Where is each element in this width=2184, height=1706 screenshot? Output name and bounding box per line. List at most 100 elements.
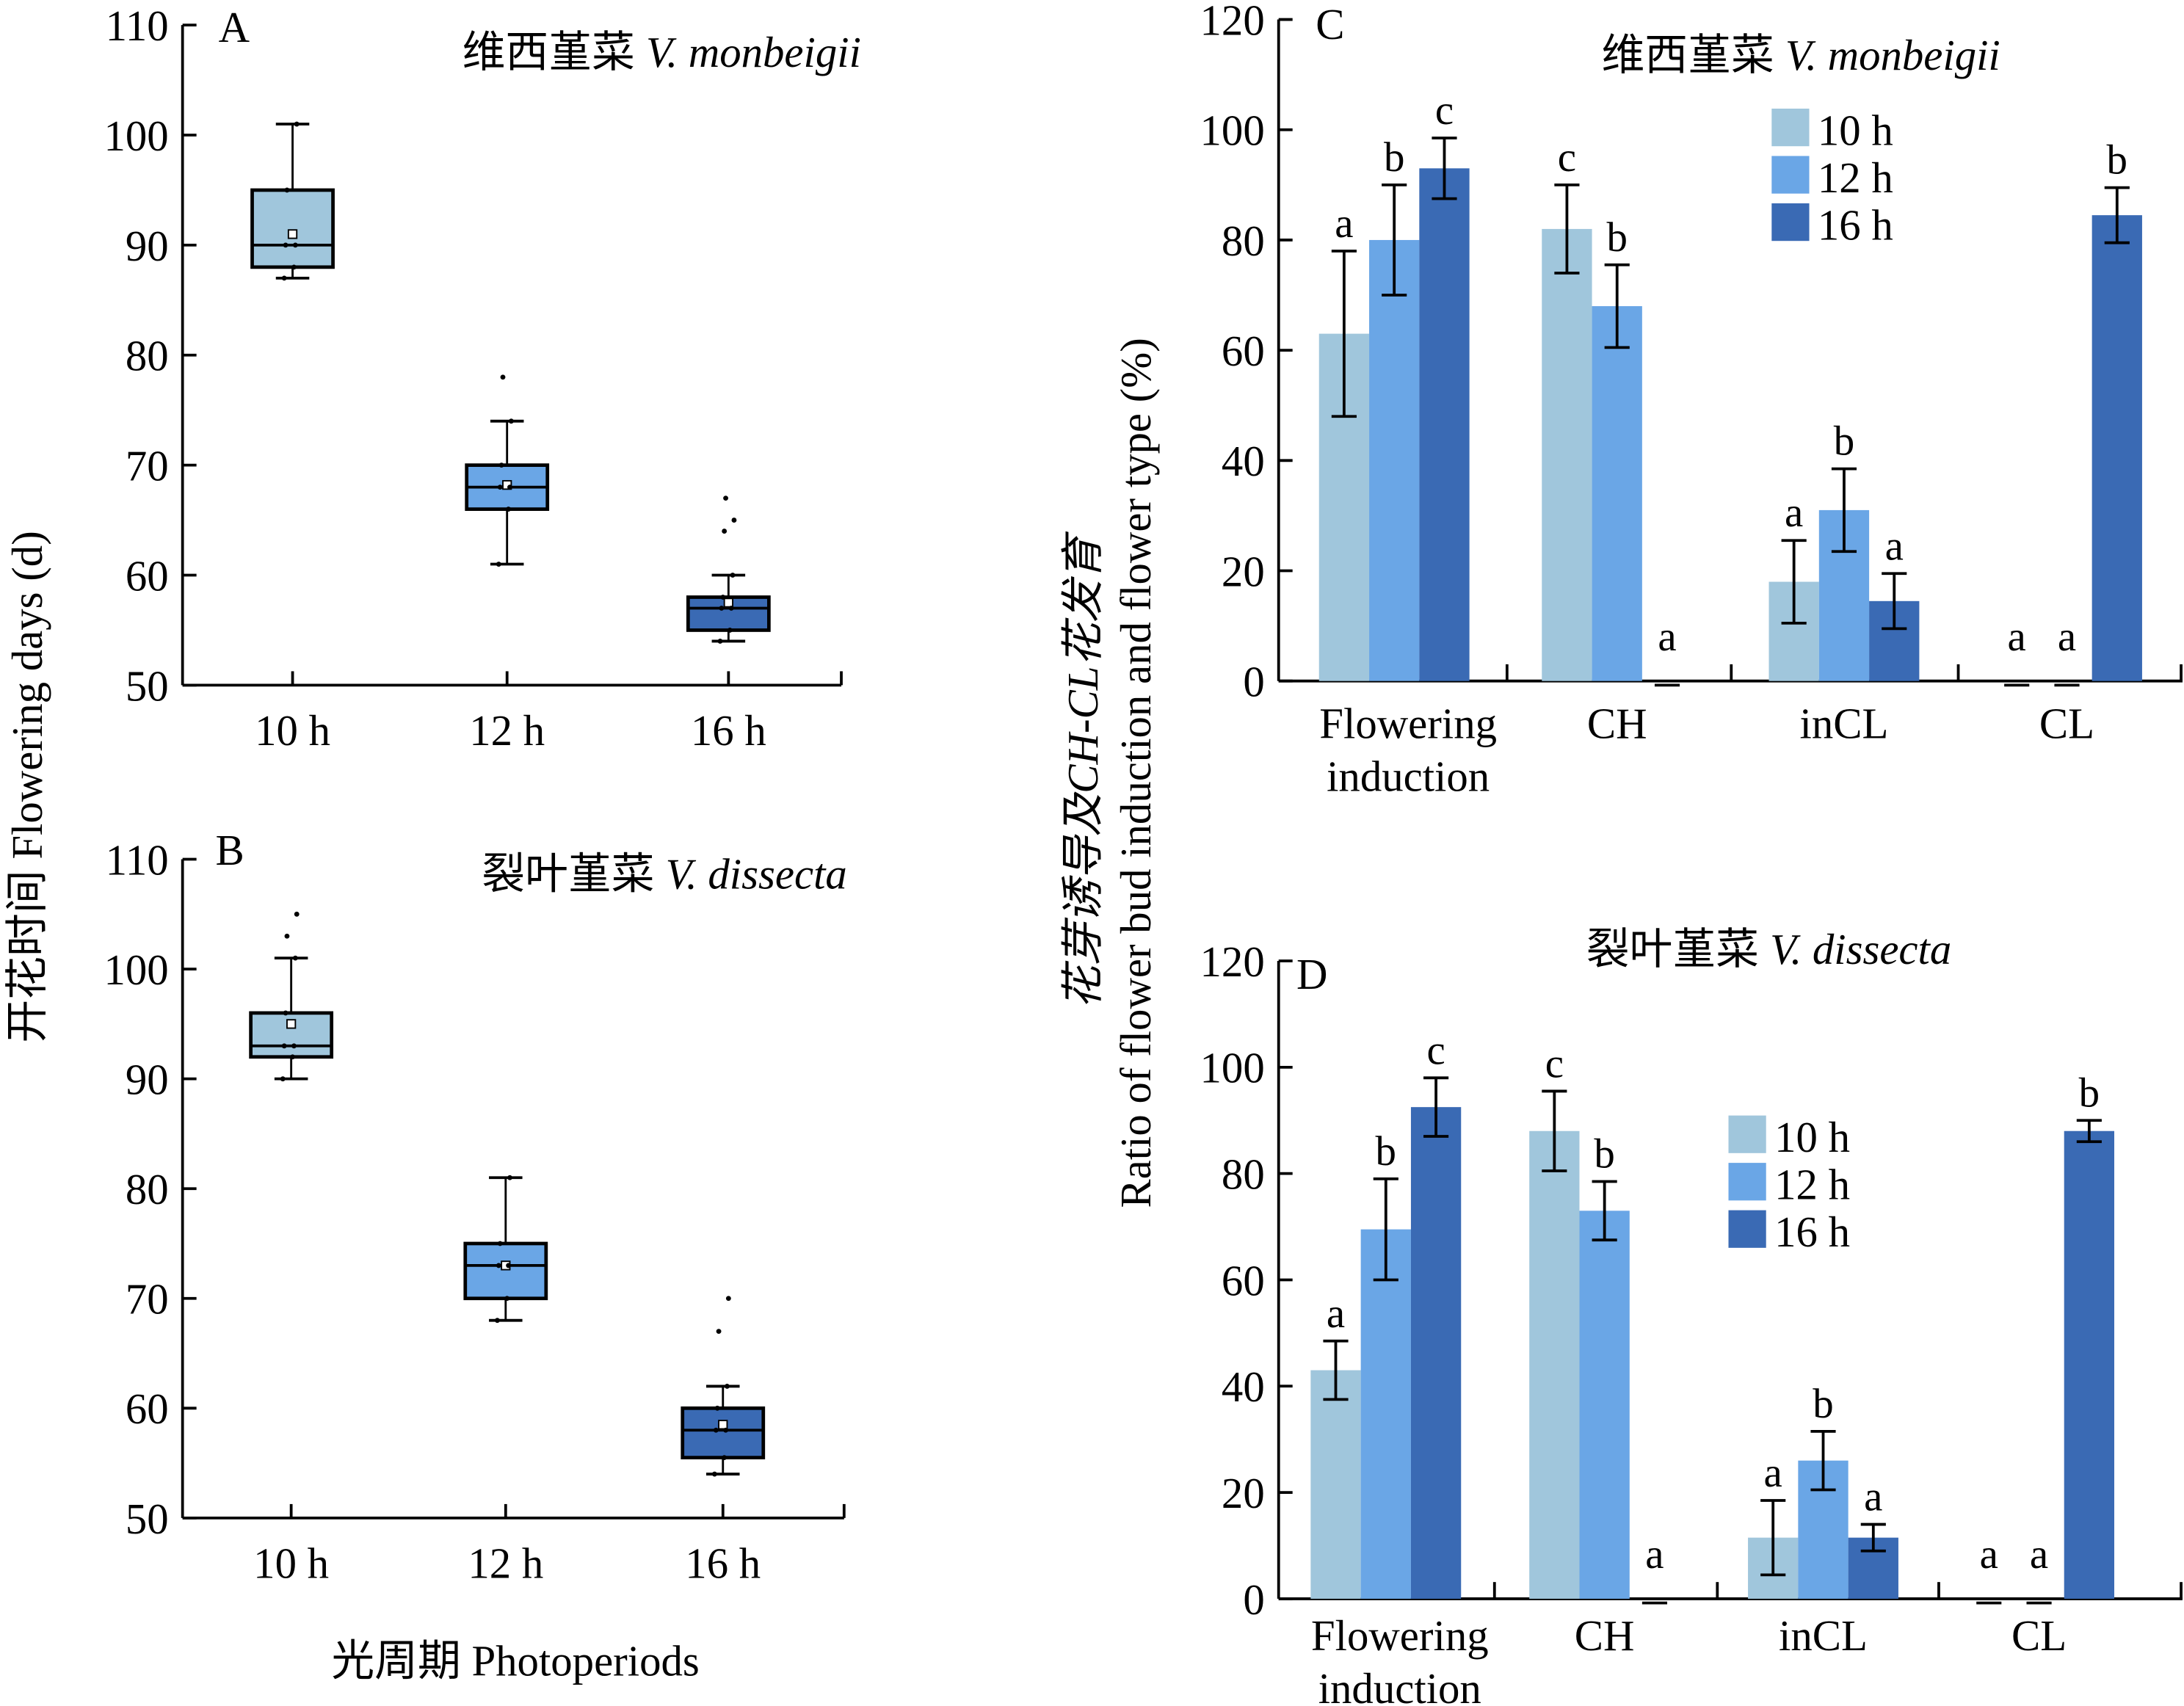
title-chinese: 维西堇菜 xyxy=(462,29,635,76)
panel-A: 50 60 70 80 90 100 110 A 维西堇菜 V. monbeigii 10 h 12 … xyxy=(104,2,860,755)
significance-letter: c xyxy=(1435,87,1454,134)
y-tick-label: 60 xyxy=(1222,1257,1265,1304)
title-chinese: 裂叶堇菜 xyxy=(482,850,654,898)
significance-letter: a xyxy=(2008,614,2026,660)
x-tick-label: 16 h xyxy=(691,707,766,755)
significance-letter: a xyxy=(1645,1531,1664,1578)
data-point xyxy=(506,1263,512,1268)
title-chinese: 维西堇菜 xyxy=(1602,32,1774,79)
panel-C: 0 20 40 60 80 100 120 C 维西堇菜 V. monbeigii Flowerin… xyxy=(1200,0,2183,801)
legend-swatch-12h xyxy=(1771,156,1810,194)
y-tick-label: 110 xyxy=(106,2,169,50)
bar-10h-1 xyxy=(1542,228,1592,681)
y-tick-label: 70 xyxy=(126,443,169,490)
right-y-axis-label-cn: 花芽诱导及CH-CL花发育 xyxy=(1059,531,1107,1009)
data-point xyxy=(507,484,512,490)
data-point xyxy=(283,242,289,248)
data-point xyxy=(281,1043,287,1049)
panel-title: 维西堇菜 V. monbeigii xyxy=(462,29,861,76)
data-point xyxy=(284,187,290,193)
significance-letter: a xyxy=(1335,200,1353,247)
data-point xyxy=(495,1318,500,1324)
data-point xyxy=(714,1405,720,1411)
significance-letter: a xyxy=(1885,523,1904,569)
y-tick-label: 60 xyxy=(126,1385,169,1433)
data-point xyxy=(281,275,287,281)
data-point xyxy=(290,1054,295,1060)
bar-12h-1 xyxy=(1592,306,1642,681)
panel-label: C xyxy=(1316,1,1344,48)
y-tick-label: 100 xyxy=(1200,107,1265,155)
significance-letter: b xyxy=(1834,418,1854,465)
panel-D: 0 20 40 60 80 100 120 D 裂叶堇菜 V. dissecta Flowering… xyxy=(1200,926,2183,1706)
x-tick-label: 10 h xyxy=(253,1539,329,1587)
significance-letter: a xyxy=(2030,1531,2048,1578)
legend-swatch-16h xyxy=(1728,1210,1766,1248)
data-point xyxy=(711,1471,717,1477)
outlier-point xyxy=(716,1329,722,1335)
x-tick-label: CL xyxy=(2011,1612,2067,1660)
data-point xyxy=(719,606,725,611)
outlier-point xyxy=(284,933,290,939)
y-tick-label: 40 xyxy=(1222,1363,1265,1411)
bar-16h-3 xyxy=(2064,1130,2115,1599)
title-latin: V. dissecta xyxy=(1770,926,1951,973)
x-tick-label: 16 h xyxy=(685,1539,761,1587)
y-tick-label: 80 xyxy=(126,1166,169,1213)
x-tick-label: 12 h xyxy=(469,707,545,755)
legend-swatch-10h xyxy=(1728,1115,1766,1153)
box-12h xyxy=(463,1241,548,1301)
significance-letter: c xyxy=(1426,1027,1445,1073)
data-point xyxy=(504,1296,510,1302)
box-10h xyxy=(250,188,335,269)
data-point xyxy=(717,639,723,644)
left-x-axis-label: 光周期 Photoperiods xyxy=(331,1637,699,1685)
panel-label: A xyxy=(219,4,250,51)
y-tick-label: 60 xyxy=(126,552,169,600)
data-point xyxy=(291,1043,297,1049)
significance-letter: a xyxy=(1658,614,1676,660)
outlier-point xyxy=(723,496,728,501)
x-tick-label: CH xyxy=(1575,1612,1635,1660)
data-point xyxy=(496,562,501,567)
outlier-point xyxy=(731,518,737,523)
x-tick-label-line: induction xyxy=(1318,1665,1481,1706)
x-tick-label: CH xyxy=(1587,700,1647,747)
data-point xyxy=(722,1455,728,1461)
y-tick-label: 20 xyxy=(1222,548,1265,595)
mean-marker xyxy=(723,598,733,608)
x-tick-label: 12 h xyxy=(468,1539,543,1587)
y-tick-label: 0 xyxy=(1243,658,1264,706)
legend-swatch-12h xyxy=(1728,1163,1766,1201)
y-tick-label: 110 xyxy=(106,836,169,884)
significance-letter: a xyxy=(1327,1291,1345,1337)
data-point xyxy=(292,955,298,961)
right-y-axis-label-en: Ratio of flower bud induction and flower… xyxy=(1112,338,1160,1208)
panel-B: 50 60 70 80 90 100 110 B 裂叶堇菜 V. dissecta 10 h 12 h… xyxy=(104,827,846,1587)
data-point xyxy=(497,1241,503,1246)
y-tick-label: 70 xyxy=(126,1276,169,1324)
x-tick-label: 10 h xyxy=(255,707,330,755)
significance-letter: b xyxy=(2107,137,2127,184)
outlier-point xyxy=(725,1296,731,1302)
significance-letter: b xyxy=(1813,1381,1833,1427)
bar-16h-0 xyxy=(1419,168,1470,681)
title-chinese: 裂叶堇菜 xyxy=(1586,926,1759,973)
data-point xyxy=(723,1427,728,1433)
data-point xyxy=(720,595,726,600)
x-tick-label: Flowering induction xyxy=(1311,1612,1489,1706)
y-tick-label: 20 xyxy=(1222,1470,1265,1517)
data-point xyxy=(730,573,736,578)
data-point xyxy=(291,264,297,270)
bar-16h-3 xyxy=(2092,215,2142,681)
title-latin: V. monbeigii xyxy=(1785,32,2000,79)
x-tick-label: inCL xyxy=(1800,700,1889,747)
significance-letter: b xyxy=(1594,1131,1614,1177)
y-tick-label: 90 xyxy=(126,222,169,270)
legend-swatch-10h xyxy=(1771,108,1810,147)
y-tick-label: 100 xyxy=(1200,1045,1265,1092)
significance-letter: b xyxy=(1384,134,1404,181)
mean-marker xyxy=(718,1420,728,1430)
mean-marker xyxy=(286,1019,297,1029)
